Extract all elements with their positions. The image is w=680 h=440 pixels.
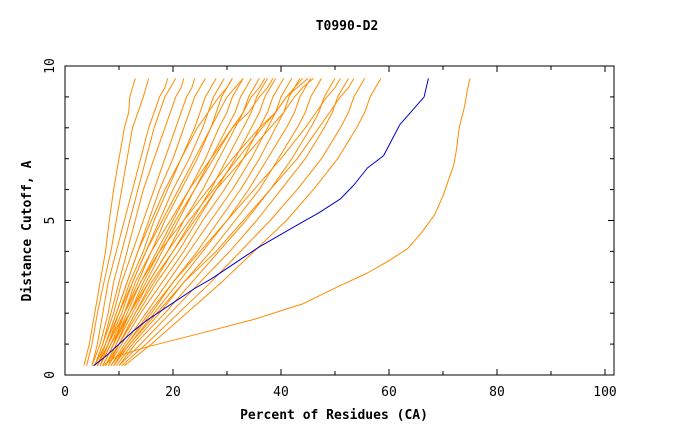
series-line-5 bbox=[91, 78, 177, 366]
series-line-7 bbox=[94, 78, 196, 366]
series-line-28 bbox=[107, 78, 314, 366]
series-line-13 bbox=[102, 78, 252, 366]
x-tick-labels: 0 20 40 60 80 100 bbox=[61, 385, 617, 400]
y-tick-label-10: 10 bbox=[43, 58, 58, 74]
series-line-34 bbox=[96, 78, 244, 366]
series-line-24 bbox=[121, 78, 366, 367]
x-tick-label-20: 20 bbox=[165, 385, 181, 400]
y-tick-label-0: 0 bbox=[43, 371, 58, 379]
series-line-20 bbox=[113, 78, 312, 367]
series-line-31 bbox=[99, 78, 309, 366]
series-line-25 bbox=[124, 78, 382, 367]
series-line-19 bbox=[113, 78, 301, 366]
plot-frame bbox=[64, 65, 615, 376]
x-tick-label-60: 60 bbox=[381, 385, 397, 400]
series-line-2 bbox=[102, 78, 471, 367]
axis-ticks bbox=[64, 65, 614, 376]
series-line-14 bbox=[105, 78, 260, 366]
series-line-33 bbox=[110, 78, 341, 367]
series-line-10 bbox=[99, 78, 225, 366]
series-line-18 bbox=[110, 78, 293, 366]
y-tick-labels: 0 5 10 bbox=[43, 58, 58, 379]
series-line-21 bbox=[115, 78, 322, 367]
series-line-29 bbox=[94, 78, 233, 366]
series-line-16 bbox=[107, 78, 277, 366]
chart-title: T0990-D2 bbox=[316, 19, 379, 34]
other-series-group bbox=[83, 78, 471, 367]
x-tick-label-40: 40 bbox=[273, 385, 289, 400]
highlight-series-line bbox=[93, 78, 429, 367]
series-line-1 bbox=[83, 78, 136, 366]
series-line-32 bbox=[105, 78, 266, 366]
x-axis-label: Percent of Residues (CA) bbox=[240, 408, 428, 423]
series-line-27 bbox=[102, 78, 303, 366]
y-axis-label: Distance Cutoff, A bbox=[20, 160, 35, 301]
x-tick-label-0: 0 bbox=[61, 385, 69, 400]
x-tick-label-100: 100 bbox=[593, 385, 616, 400]
series-line-23 bbox=[118, 78, 349, 367]
highlight-series-group bbox=[93, 78, 429, 367]
x-tick-label-80: 80 bbox=[489, 385, 505, 400]
series-line-17 bbox=[107, 78, 285, 366]
series-line-3 bbox=[86, 78, 150, 366]
series-line-4 bbox=[91, 78, 169, 366]
series-line-6 bbox=[94, 78, 185, 366]
y-tick-label-5: 5 bbox=[43, 217, 58, 225]
